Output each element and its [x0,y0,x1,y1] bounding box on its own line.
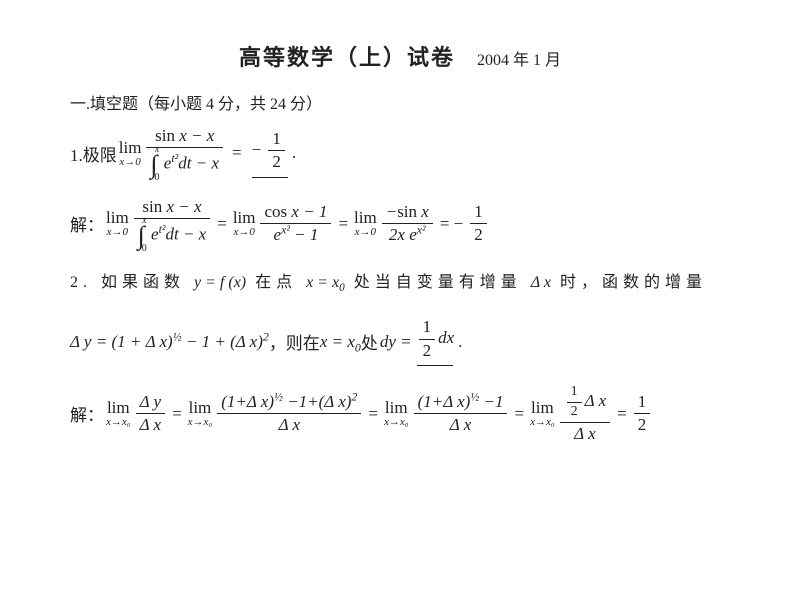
q2-line2: Δ y = (1 + Δ x)½ − 1 + (Δ x)2 ，则在 x = x0… [70,317,730,366]
section-header: 一.填空题（每小题 4 分，共 24 分） [70,90,730,114]
lim-block: lim x→0 [119,139,142,168]
q1-line: 1.极限 lim x→0 sin x − x ∫x0 et²dt − x = −… [70,126,730,181]
q2-line1: 2. 如果函数 y = f (x) 在点 x = x0 处当自变量有增量 Δ x… [70,267,730,299]
answer-underline [252,177,288,178]
q1-solution: 解： lim x→0 sin x − x ∫x0 et²dt − x = lim… [70,197,730,252]
q1-den: ∫x0 et²dt − x [146,148,223,180]
sol-label: 解： [70,211,104,236]
q1-fraction: sin x − x ∫x0 et²dt − x [146,126,223,181]
page-title: 高等数学（上）试卷 [239,45,455,70]
q1-answer: − 1 2 [252,129,288,178]
exam-page: 高等数学（上）试卷 2004 年 1 月 一.填空题（每小题 4 分，共 24 … [0,0,800,480]
equals: = [232,143,242,163]
page-date: 2004 年 1 月 [477,52,561,69]
title-line: 高等数学（上）试卷 2004 年 1 月 [70,40,730,72]
q2-solution: 解： lim x→x₀ Δ y Δ x = lim x→x₀ (1+Δ x)½ … [70,384,730,444]
q1-label: 1.极限 [70,141,117,166]
q2-answer: 1 2 dx [416,317,455,366]
